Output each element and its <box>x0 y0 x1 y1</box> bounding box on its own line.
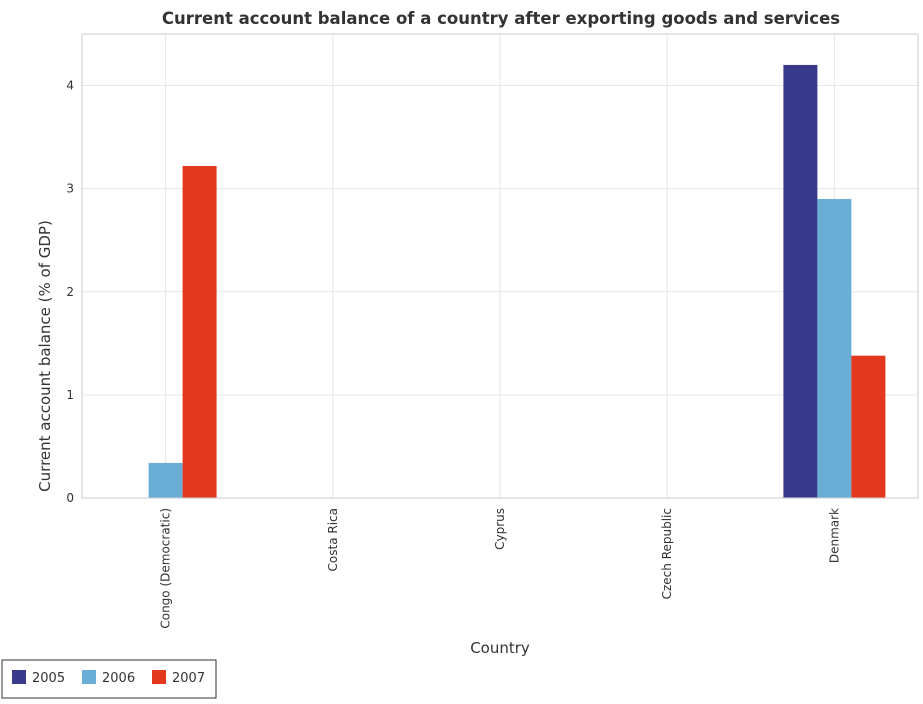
y-tick-label: 1 <box>66 388 74 402</box>
x-axis-label: Country <box>470 639 530 657</box>
bars-layer <box>148 64 886 498</box>
bar-2007-0 <box>182 165 217 498</box>
bar-2006-0 <box>148 462 183 498</box>
plot-border <box>81 33 919 499</box>
y-tick-label: 2 <box>66 285 74 299</box>
y-tick-label: 4 <box>66 79 74 93</box>
y-axis-label: Current account balance (% of GDP) <box>36 220 54 492</box>
y-tick-label: 0 <box>66 491 74 505</box>
legend-swatch-2006 <box>82 670 96 684</box>
axes-layer: 0 1 2 3 4 Congo (Democratic) Costa Rica Cyprus C… <box>66 33 919 629</box>
legend-label-2006: 2006 <box>102 671 135 686</box>
bar-2007-4 <box>851 355 886 498</box>
legend-swatch-2005 <box>12 670 26 684</box>
x-tick-label: Congo (Democratic) <box>159 508 173 629</box>
legend: 2005 2006 2007 <box>1 659 217 699</box>
x-tick-label: Cyprus <box>493 508 507 550</box>
chart-title: Current account balance of a country aft… <box>162 9 840 28</box>
x-tick-label: Denmark <box>827 508 841 563</box>
legend-label-2005: 2005 <box>32 671 65 686</box>
bar-2006-4 <box>817 198 852 498</box>
legend-box <box>1 659 217 699</box>
legend-swatch-2007 <box>152 670 166 684</box>
x-tick-label: Costa Rica <box>326 508 340 571</box>
x-tick-label: Czech Republic <box>660 508 674 599</box>
bar-2005-4 <box>783 64 818 498</box>
y-tick-label: 3 <box>66 182 74 196</box>
legend-label-2007: 2007 <box>172 671 205 686</box>
